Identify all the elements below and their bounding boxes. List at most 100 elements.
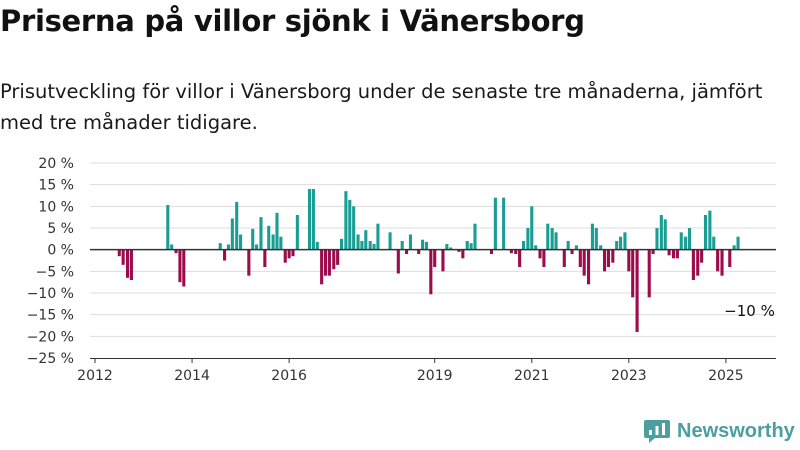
bar (307, 189, 312, 250)
bar (327, 249, 331, 276)
bar (684, 236, 688, 250)
y-tick-label: −15 % (27, 308, 74, 324)
bar (372, 244, 376, 250)
y-tick-label: −25 % (27, 351, 74, 367)
bar (606, 249, 610, 267)
bar (587, 249, 591, 285)
bar (521, 241, 526, 250)
bar (267, 225, 271, 250)
y-tick-label: 15 % (38, 178, 74, 194)
bar (667, 249, 671, 256)
bar (655, 228, 659, 250)
y-tick-label: 10 % (38, 199, 74, 215)
bar (396, 249, 400, 274)
bar (696, 249, 700, 276)
bar (671, 249, 676, 259)
brand-name: Newsworthy (677, 419, 795, 442)
bar (178, 249, 182, 283)
brand: Newsworthy (643, 418, 795, 444)
bar (631, 249, 635, 298)
y-tick-label: 0 % (47, 243, 74, 259)
bar (441, 249, 445, 272)
last-value-annotation: −10 % (724, 302, 775, 320)
bar (530, 206, 534, 250)
bar (424, 241, 429, 250)
bar (223, 249, 227, 261)
bar (562, 249, 566, 267)
bar (125, 249, 130, 278)
x-tick-label: 2019 (417, 368, 453, 384)
bar (716, 249, 720, 272)
bar (408, 234, 412, 250)
x-tick-label: 2016 (271, 368, 307, 384)
bar (570, 249, 574, 254)
bar (728, 249, 732, 267)
bar (364, 230, 368, 250)
bar (611, 249, 615, 263)
x-tick-label: 2023 (611, 368, 647, 384)
bar (336, 249, 340, 265)
bar (538, 249, 542, 259)
bar (230, 218, 234, 250)
bar (218, 243, 222, 250)
bar (263, 249, 267, 267)
bar (259, 217, 263, 250)
bar (348, 199, 352, 250)
bar (550, 228, 554, 250)
bar (339, 238, 344, 250)
bar (712, 236, 716, 250)
bar (117, 249, 121, 257)
y-axis-labels: 20 % 15 % 10 % 5 % 0 % −5 % −10 % −15 % −20 % −25… (27, 156, 74, 367)
bar (174, 249, 178, 254)
bar (473, 223, 477, 250)
bar (554, 232, 558, 250)
bar (166, 205, 170, 250)
bar (291, 249, 295, 257)
bar (235, 202, 239, 250)
bar (687, 228, 692, 250)
bar (566, 241, 570, 250)
bar (271, 234, 275, 250)
bar (433, 249, 437, 267)
bar (703, 215, 708, 250)
bar (615, 241, 619, 250)
bar (417, 249, 421, 254)
bar (182, 249, 186, 287)
bar (429, 249, 433, 295)
bar (226, 244, 231, 250)
bar (400, 241, 404, 250)
bar (663, 219, 667, 250)
bar (534, 245, 538, 250)
bar (627, 249, 631, 272)
bar (509, 249, 513, 254)
bar (323, 249, 328, 276)
x-tick-label: 2012 (77, 368, 113, 384)
page-title: Priserna på villor sjönk i Vänersborg (0, 4, 585, 38)
bar (352, 206, 356, 250)
bar (708, 210, 712, 250)
bar (546, 223, 550, 250)
bar (675, 249, 679, 259)
bar (239, 234, 243, 250)
gridlines (90, 162, 776, 337)
bar (619, 236, 623, 250)
y-tick-label: −20 % (27, 329, 74, 345)
bar (457, 249, 461, 252)
bar (700, 249, 704, 263)
bar (732, 245, 736, 250)
bar (594, 228, 598, 250)
bar (489, 249, 494, 254)
y-tick-label: 20 % (38, 156, 74, 172)
bar (311, 189, 315, 250)
y-tick-label: −10 % (27, 286, 74, 302)
bar (421, 239, 425, 250)
bar (283, 249, 287, 263)
bar (691, 249, 695, 280)
bar (574, 245, 578, 250)
bar (542, 249, 546, 267)
bar (461, 249, 465, 259)
bar (376, 223, 380, 250)
page-subtitle: Prisutveckling för villor i Vänersborg u… (0, 80, 763, 134)
bar (647, 249, 651, 298)
bar (129, 249, 133, 280)
